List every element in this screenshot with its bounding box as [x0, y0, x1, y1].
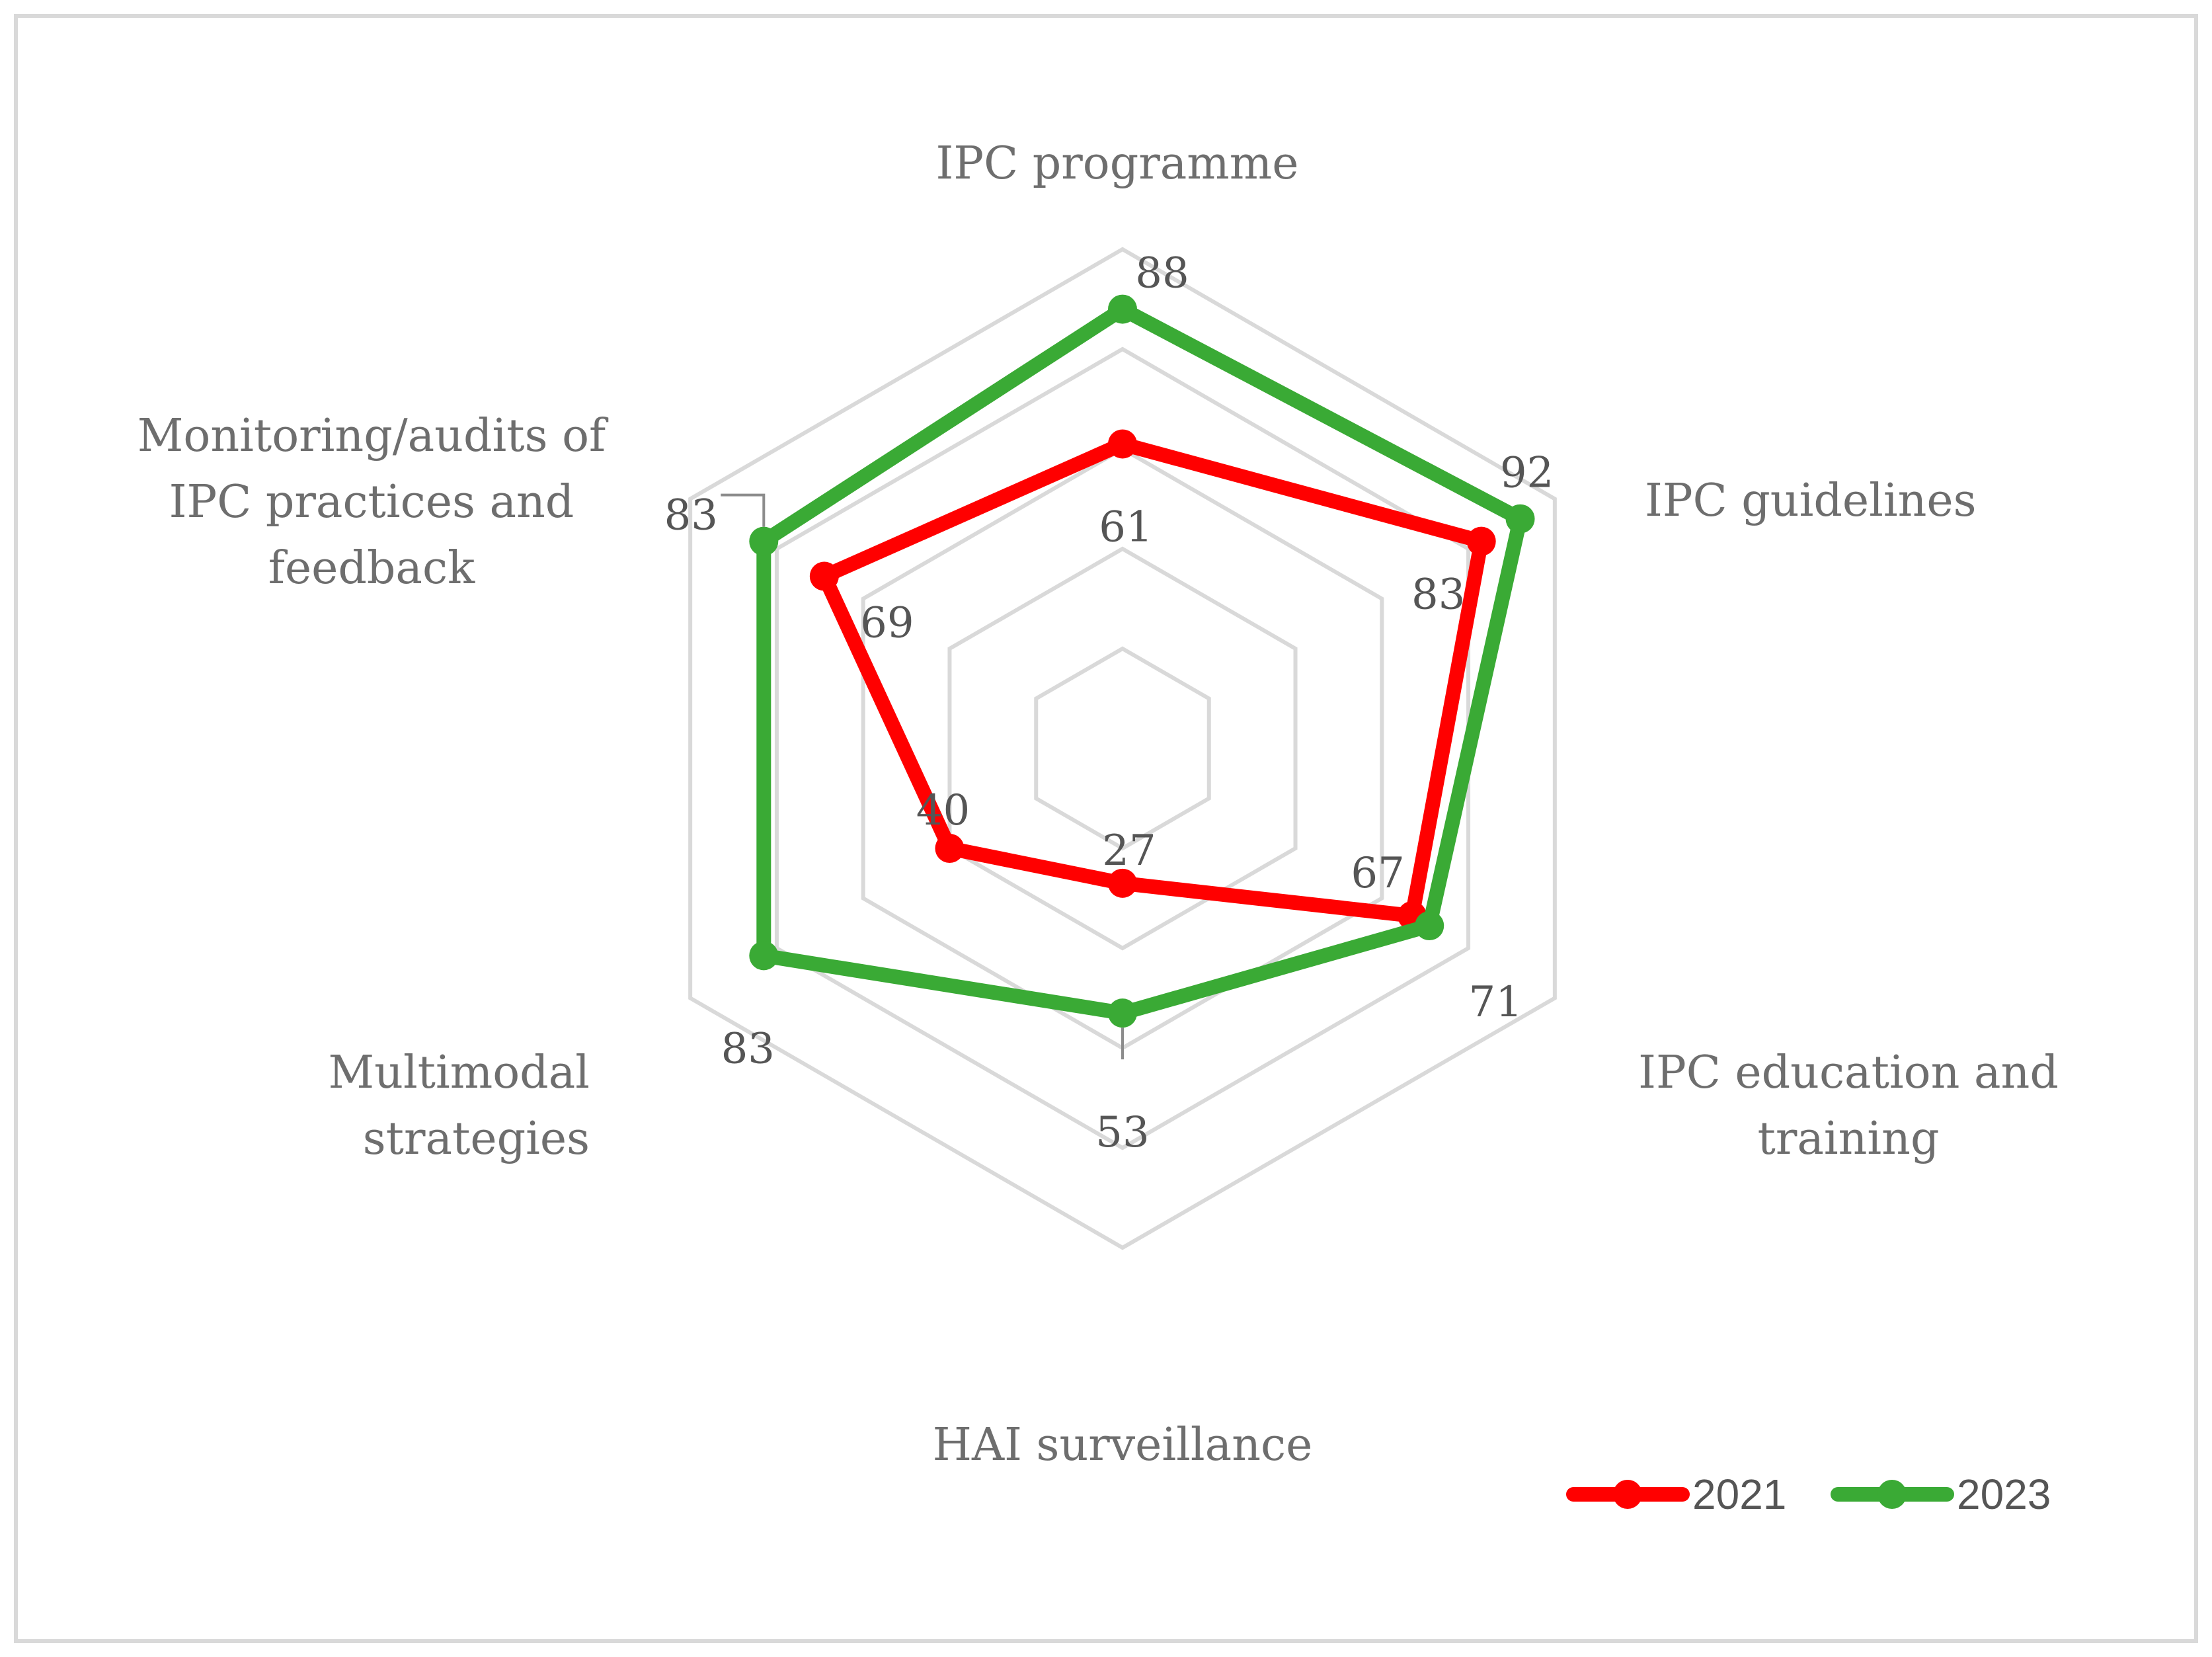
- data-label-2023-5: 83: [664, 491, 718, 540]
- data-point-2023-2: [1415, 911, 1444, 941]
- chart-border: [14, 14, 2198, 1643]
- category-label-4-line-0: Multimodal: [329, 1047, 590, 1099]
- legend-label-2023: 2023: [1957, 1471, 2051, 1518]
- series-layer: [749, 294, 1535, 1028]
- data-point-2021-4: [935, 834, 965, 863]
- data-label-2021-5: 69: [860, 599, 914, 648]
- data-label-2021-4: 40: [916, 786, 970, 835]
- data-point-2021-3: [1108, 868, 1137, 898]
- grid-layer: [688, 247, 1557, 1250]
- data-point-2023-4: [749, 941, 779, 971]
- data-label-2023-3: 53: [1095, 1108, 1149, 1157]
- legend-swatch-marker-2021: [1613, 1480, 1642, 1509]
- category-label-2-line-0: IPC education and: [1638, 1047, 2059, 1099]
- grid-ring-20: [1034, 646, 1211, 851]
- legend: 2021 2023: [1566, 1471, 2051, 1518]
- data-label-2023-1: 92: [1500, 449, 1554, 498]
- data-label-2021-2: 67: [1351, 849, 1404, 898]
- data-label-2023-4: 83: [721, 1024, 775, 1073]
- grid-ring-40: [947, 546, 1298, 951]
- grid-ring-80: [774, 346, 1471, 1151]
- category-label-5-line-1: IPC practices and: [169, 476, 574, 528]
- category-label-1-line-0: IPC guidelines: [1645, 475, 1977, 527]
- leader-line-2023-5: [721, 493, 766, 527]
- data-point-2023-3: [1108, 998, 1137, 1028]
- data-point-2021-0: [1108, 429, 1137, 459]
- data-label-2021-0: 61: [1099, 503, 1152, 551]
- data-point-2023-5: [749, 526, 779, 556]
- grid-ring-100: [688, 247, 1557, 1250]
- data-point-2023-1: [1505, 504, 1535, 534]
- legend-label-2021: 2021: [1692, 1471, 1786, 1518]
- data-point-2021-5: [809, 561, 839, 591]
- data-label-2021-1: 83: [1411, 571, 1465, 620]
- data-point-2023-0: [1108, 294, 1137, 324]
- category-label-5-line-2: feedback: [268, 542, 475, 594]
- data-label-2023-0: 88: [1135, 249, 1189, 298]
- category-label-5-line-0: Monitoring/audits of: [138, 410, 609, 462]
- category-label-0-line-0: IPC programme: [935, 138, 1298, 190]
- data-label-2021-3: 27: [1102, 827, 1156, 875]
- data-point-2021-1: [1466, 526, 1496, 556]
- data-label-2023-2: 71: [1469, 978, 1522, 1027]
- category-label-3-line-0: HAI surveillance: [933, 1419, 1313, 1471]
- label-layer: IPC programme IPC guidelines IPC education…: [138, 138, 2059, 1471]
- category-label-2-line-1: training: [1758, 1113, 1940, 1165]
- legend-swatch-marker-2023: [1877, 1480, 1907, 1509]
- category-label-4-line-1: strategies: [363, 1113, 590, 1165]
